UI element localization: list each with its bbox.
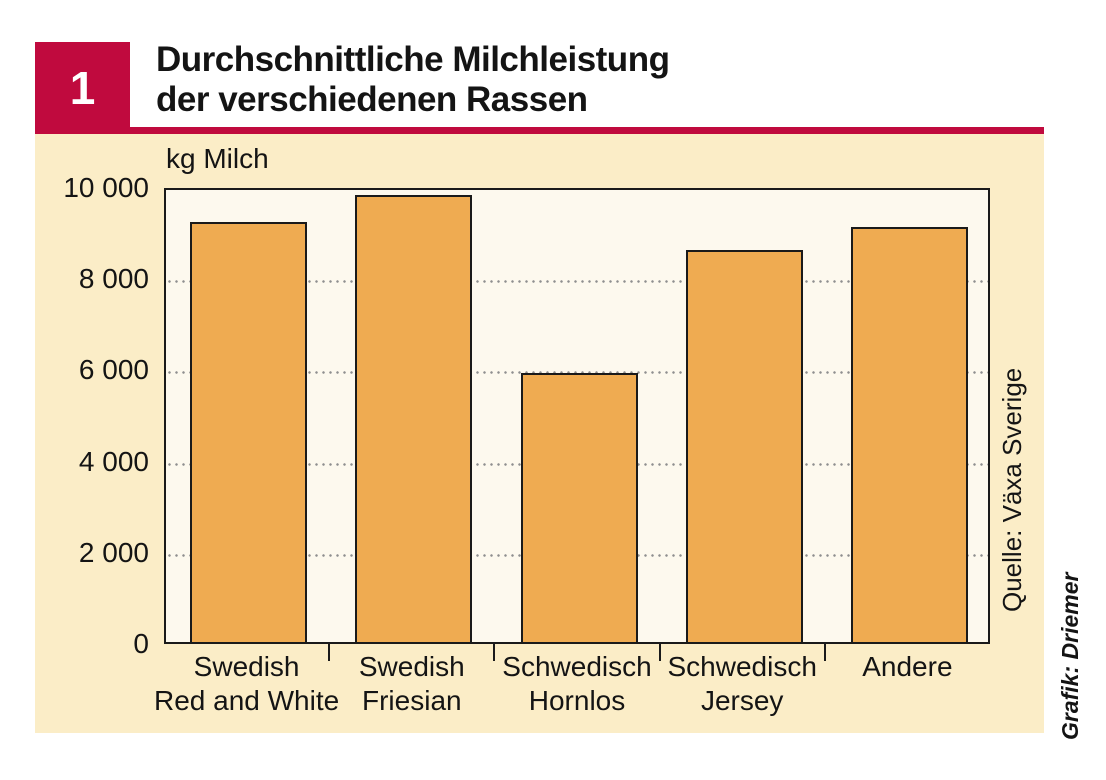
- x-label-swedish-friesian: Swedish Friesian: [312, 650, 512, 718]
- x-label-line: Friesian: [362, 685, 462, 716]
- x-label-line: Andere: [862, 651, 953, 682]
- bar-swedish-red-and-white: [190, 222, 308, 642]
- title-rule: [35, 127, 1044, 134]
- y-tick-label-2000: 2 000: [78, 536, 149, 568]
- plot-area: [164, 188, 990, 644]
- x-label-line: Schwedisch: [667, 651, 817, 682]
- gridline-6000: [166, 371, 988, 375]
- x-label-line: Hornlos: [528, 685, 626, 716]
- x-label-line: Jersey: [700, 685, 784, 716]
- credit-label: Grafik: Driemer: [1057, 572, 1083, 740]
- bar-schwedisch-hornlos: [520, 373, 638, 642]
- y-tick-label-4000: 4 000: [78, 445, 149, 477]
- bar-schwedisch-jersey: [685, 250, 803, 642]
- source-label: Quelle: Växa Sverige: [997, 367, 1027, 612]
- y-tick-label-10000: 10 000: [63, 172, 149, 203]
- x-label-schwedisch-hornlos: Schwedisch Hornlos: [477, 650, 677, 718]
- x-axis-tick-2: [493, 644, 496, 661]
- x-label-swedish-red-and-white: Swedish Red and White: [147, 650, 347, 718]
- y-tick-label-6000: 6 000: [78, 354, 149, 386]
- y-axis-unit-label: kg Milch: [166, 143, 269, 174]
- x-axis-tick-1: [328, 644, 331, 661]
- y-tick-label-8000: 8 000: [78, 263, 149, 295]
- x-axis-tick-4: [823, 644, 826, 661]
- figure-number-badge: 1: [35, 42, 130, 134]
- x-axis-tick-3: [658, 644, 661, 661]
- bar-andere: [850, 227, 968, 642]
- x-label-line: Swedish: [193, 651, 300, 682]
- x-label-line: Schwedisch: [502, 651, 652, 682]
- y-tick-label-0: 0: [133, 628, 149, 659]
- figure-title: Durchschnittliche Milchleistung der vers…: [156, 40, 670, 120]
- x-label-andere: Andere: [807, 650, 1007, 684]
- x-label-line: Red and White: [153, 685, 340, 716]
- x-label-schwedisch-jersey: Schwedisch Jersey: [642, 650, 842, 718]
- gridline-8000: [166, 280, 988, 284]
- chart-panel: kg Milch 0 2 000 4 000 6 000 8 000 10 000 Swe…: [35, 134, 1044, 733]
- x-label-line: Swedish: [358, 651, 465, 682]
- figure-title-line-2: der verschiedenen Rassen: [156, 80, 588, 119]
- bar-swedish-friesian: [355, 195, 473, 642]
- figure-title-line-1: Durchschnittliche Milchleistung: [156, 40, 670, 79]
- figure-number: 1: [69, 62, 96, 114]
